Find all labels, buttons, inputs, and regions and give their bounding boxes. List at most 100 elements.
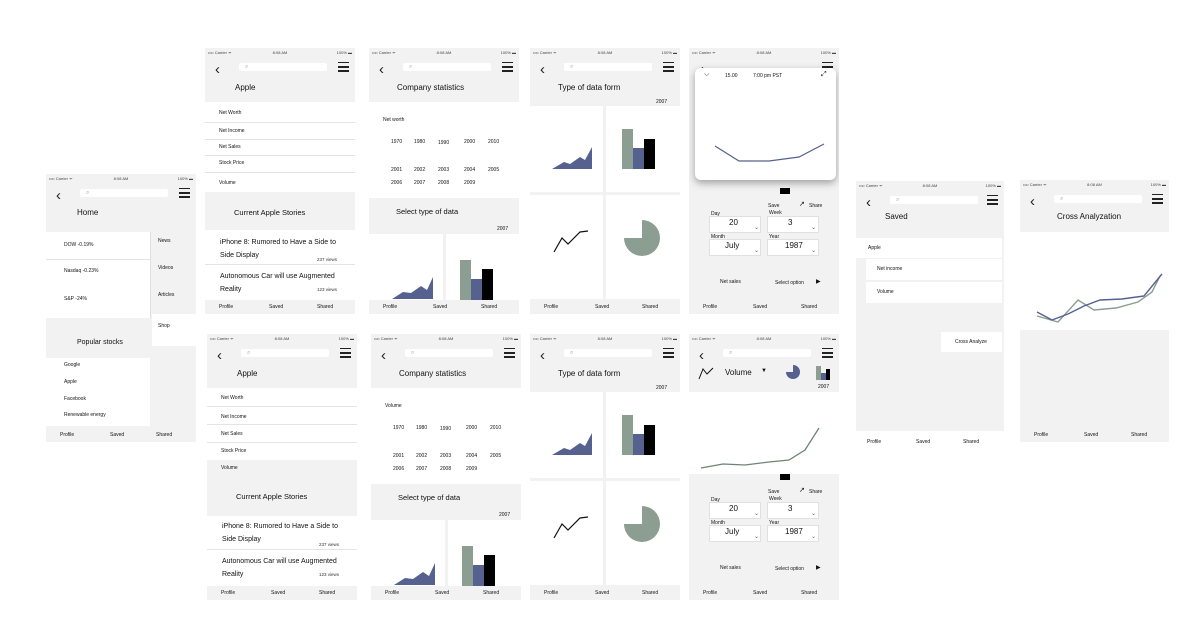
- tab-saved[interactable]: Saved: [916, 439, 931, 445]
- menu-icon[interactable]: [987, 195, 998, 205]
- year-2009[interactable]: 2009: [466, 466, 478, 472]
- item-net-income[interactable]: Net Income: [219, 128, 245, 134]
- year-picker[interactable]: [767, 239, 819, 256]
- tab-profile[interactable]: Profile: [383, 304, 398, 310]
- net-sales-label[interactable]: Net sales: [720, 565, 741, 571]
- area-chart-option[interactable]: [550, 431, 594, 455]
- tab-saved[interactable]: Saved: [433, 304, 448, 310]
- day-picker[interactable]: [709, 502, 761, 519]
- back-chevron-icon[interactable]: ‹: [540, 61, 545, 78]
- month-picker[interactable]: [709, 239, 761, 256]
- share-icon[interactable]: ↗: [799, 201, 805, 208]
- tab-saved[interactable]: Saved: [753, 304, 768, 310]
- tab-shared[interactable]: Shared: [963, 439, 980, 445]
- stock-google[interactable]: Google: [64, 362, 81, 368]
- item-net-worth[interactable]: Net Worth: [221, 395, 244, 401]
- year-2006[interactable]: 2006: [391, 180, 403, 186]
- year-2007[interactable]: 2007: [416, 466, 428, 472]
- chevron-down-icon[interactable]: ▼: [761, 368, 767, 374]
- tab-saved[interactable]: Saved: [435, 590, 450, 596]
- tab-saved[interactable]: Saved: [753, 590, 768, 596]
- stock-renewable[interactable]: Renewable energy: [64, 412, 106, 418]
- item-stock-price[interactable]: Stock Price: [221, 448, 247, 454]
- volume-title[interactable]: Volume: [725, 368, 752, 377]
- back-chevron-icon[interactable]: ‹: [217, 347, 222, 364]
- side-articles[interactable]: Articles: [158, 292, 175, 298]
- collapse-chevron-icon[interactable]: ⌵: [704, 71, 710, 78]
- year-2000[interactable]: 2000: [466, 425, 478, 431]
- year-2004[interactable]: 2004: [466, 453, 478, 459]
- year-2007[interactable]: 2007: [414, 180, 426, 186]
- play-arrow-icon[interactable]: ▶: [816, 279, 821, 285]
- back-chevron-icon[interactable]: ‹: [379, 61, 384, 78]
- menu-icon[interactable]: [1152, 194, 1163, 204]
- tab-profile[interactable]: Profile: [867, 439, 882, 445]
- cross-analyze-label[interactable]: Cross Analyze: [955, 339, 987, 345]
- year-1990[interactable]: 1990: [438, 140, 450, 146]
- month-picker[interactable]: [709, 525, 761, 542]
- area-chart-thumb[interactable]: [389, 273, 437, 299]
- save-label[interactable]: Save: [768, 489, 780, 495]
- search-input[interactable]: ⌕: [890, 196, 978, 204]
- tab-profile[interactable]: Profile: [703, 304, 718, 310]
- year-2001[interactable]: 2001: [391, 167, 403, 173]
- week-picker[interactable]: [767, 216, 819, 233]
- week-picker[interactable]: [767, 502, 819, 519]
- side-videos[interactable]: Videos: [158, 265, 174, 271]
- index-nasdaq[interactable]: Nasdaq -0.23%: [64, 268, 99, 274]
- item-stock-price[interactable]: Stock Price: [219, 160, 245, 166]
- saved-volume[interactable]: Volume: [877, 289, 894, 295]
- year-2010[interactable]: 2010: [488, 139, 500, 145]
- story-2[interactable]: Autonomous Car will use Augmented Realit…: [222, 558, 337, 578]
- year-2002[interactable]: 2002: [416, 453, 428, 459]
- tab-shared[interactable]: Shared: [801, 590, 818, 596]
- year-2005[interactable]: 2005: [488, 167, 500, 173]
- tab-shared[interactable]: Shared: [481, 304, 498, 310]
- pie-chart-icon[interactable]: [785, 364, 801, 380]
- year-2006[interactable]: 2006: [393, 466, 405, 472]
- search-input[interactable]: ⌕: [564, 63, 652, 71]
- tab-profile[interactable]: Profile: [1034, 432, 1049, 438]
- menu-icon[interactable]: [504, 348, 515, 358]
- area-chart-thumb[interactable]: [391, 559, 439, 585]
- year-2004[interactable]: 2004: [464, 167, 476, 173]
- tab-saved[interactable]: Saved: [110, 432, 125, 438]
- year-1970[interactable]: 1970: [391, 139, 403, 145]
- share-label[interactable]: Share: [809, 489, 823, 495]
- item-volume[interactable]: Volume: [219, 180, 236, 186]
- line-chart-option[interactable]: [552, 226, 592, 256]
- year-2003[interactable]: 2003: [440, 453, 452, 459]
- tab-shared[interactable]: Shared: [156, 432, 173, 438]
- back-chevron-icon[interactable]: ‹: [540, 347, 545, 364]
- back-chevron-icon[interactable]: ‹: [1030, 193, 1035, 210]
- menu-icon[interactable]: [822, 348, 833, 358]
- bar-chart-thumb[interactable]: [458, 259, 500, 301]
- back-chevron-icon[interactable]: ‹: [215, 61, 220, 78]
- share-label[interactable]: Share: [809, 203, 823, 209]
- bar-chart-icon[interactable]: [815, 365, 831, 381]
- year-2009[interactable]: 2009: [464, 180, 476, 186]
- year-2005[interactable]: 2005: [490, 453, 502, 459]
- menu-icon[interactable]: [338, 62, 349, 72]
- tab-saved[interactable]: Saved: [1084, 432, 1099, 438]
- search-input[interactable]: ⌕: [1054, 195, 1142, 203]
- menu-icon[interactable]: [340, 348, 351, 358]
- bar-chart-thumb[interactable]: [460, 545, 502, 587]
- year-2001[interactable]: 2001: [393, 453, 405, 459]
- tab-profile[interactable]: Profile: [60, 432, 75, 438]
- stock-facebook[interactable]: Facebook: [64, 396, 86, 402]
- story-1[interactable]: iPhone 8: Rumored to Have a Side to Side…: [222, 523, 338, 543]
- cross-analyze-button[interactable]: [941, 332, 1002, 352]
- tab-shared[interactable]: Shared: [642, 590, 659, 596]
- tab-shared[interactable]: Shared: [801, 304, 818, 310]
- pie-chart-option[interactable]: [620, 502, 664, 546]
- select-option-label[interactable]: Select option: [775, 280, 804, 286]
- side-news[interactable]: News: [158, 238, 171, 244]
- year-2003[interactable]: 2003: [438, 167, 450, 173]
- select-option-label[interactable]: Select option: [775, 566, 804, 572]
- tab-shared[interactable]: Shared: [319, 590, 336, 596]
- year-picker[interactable]: [767, 525, 819, 542]
- saved-apple[interactable]: Apple: [868, 245, 881, 251]
- tab-shared[interactable]: Shared: [642, 304, 659, 310]
- index-dow[interactable]: DOW -0.19%: [64, 242, 94, 248]
